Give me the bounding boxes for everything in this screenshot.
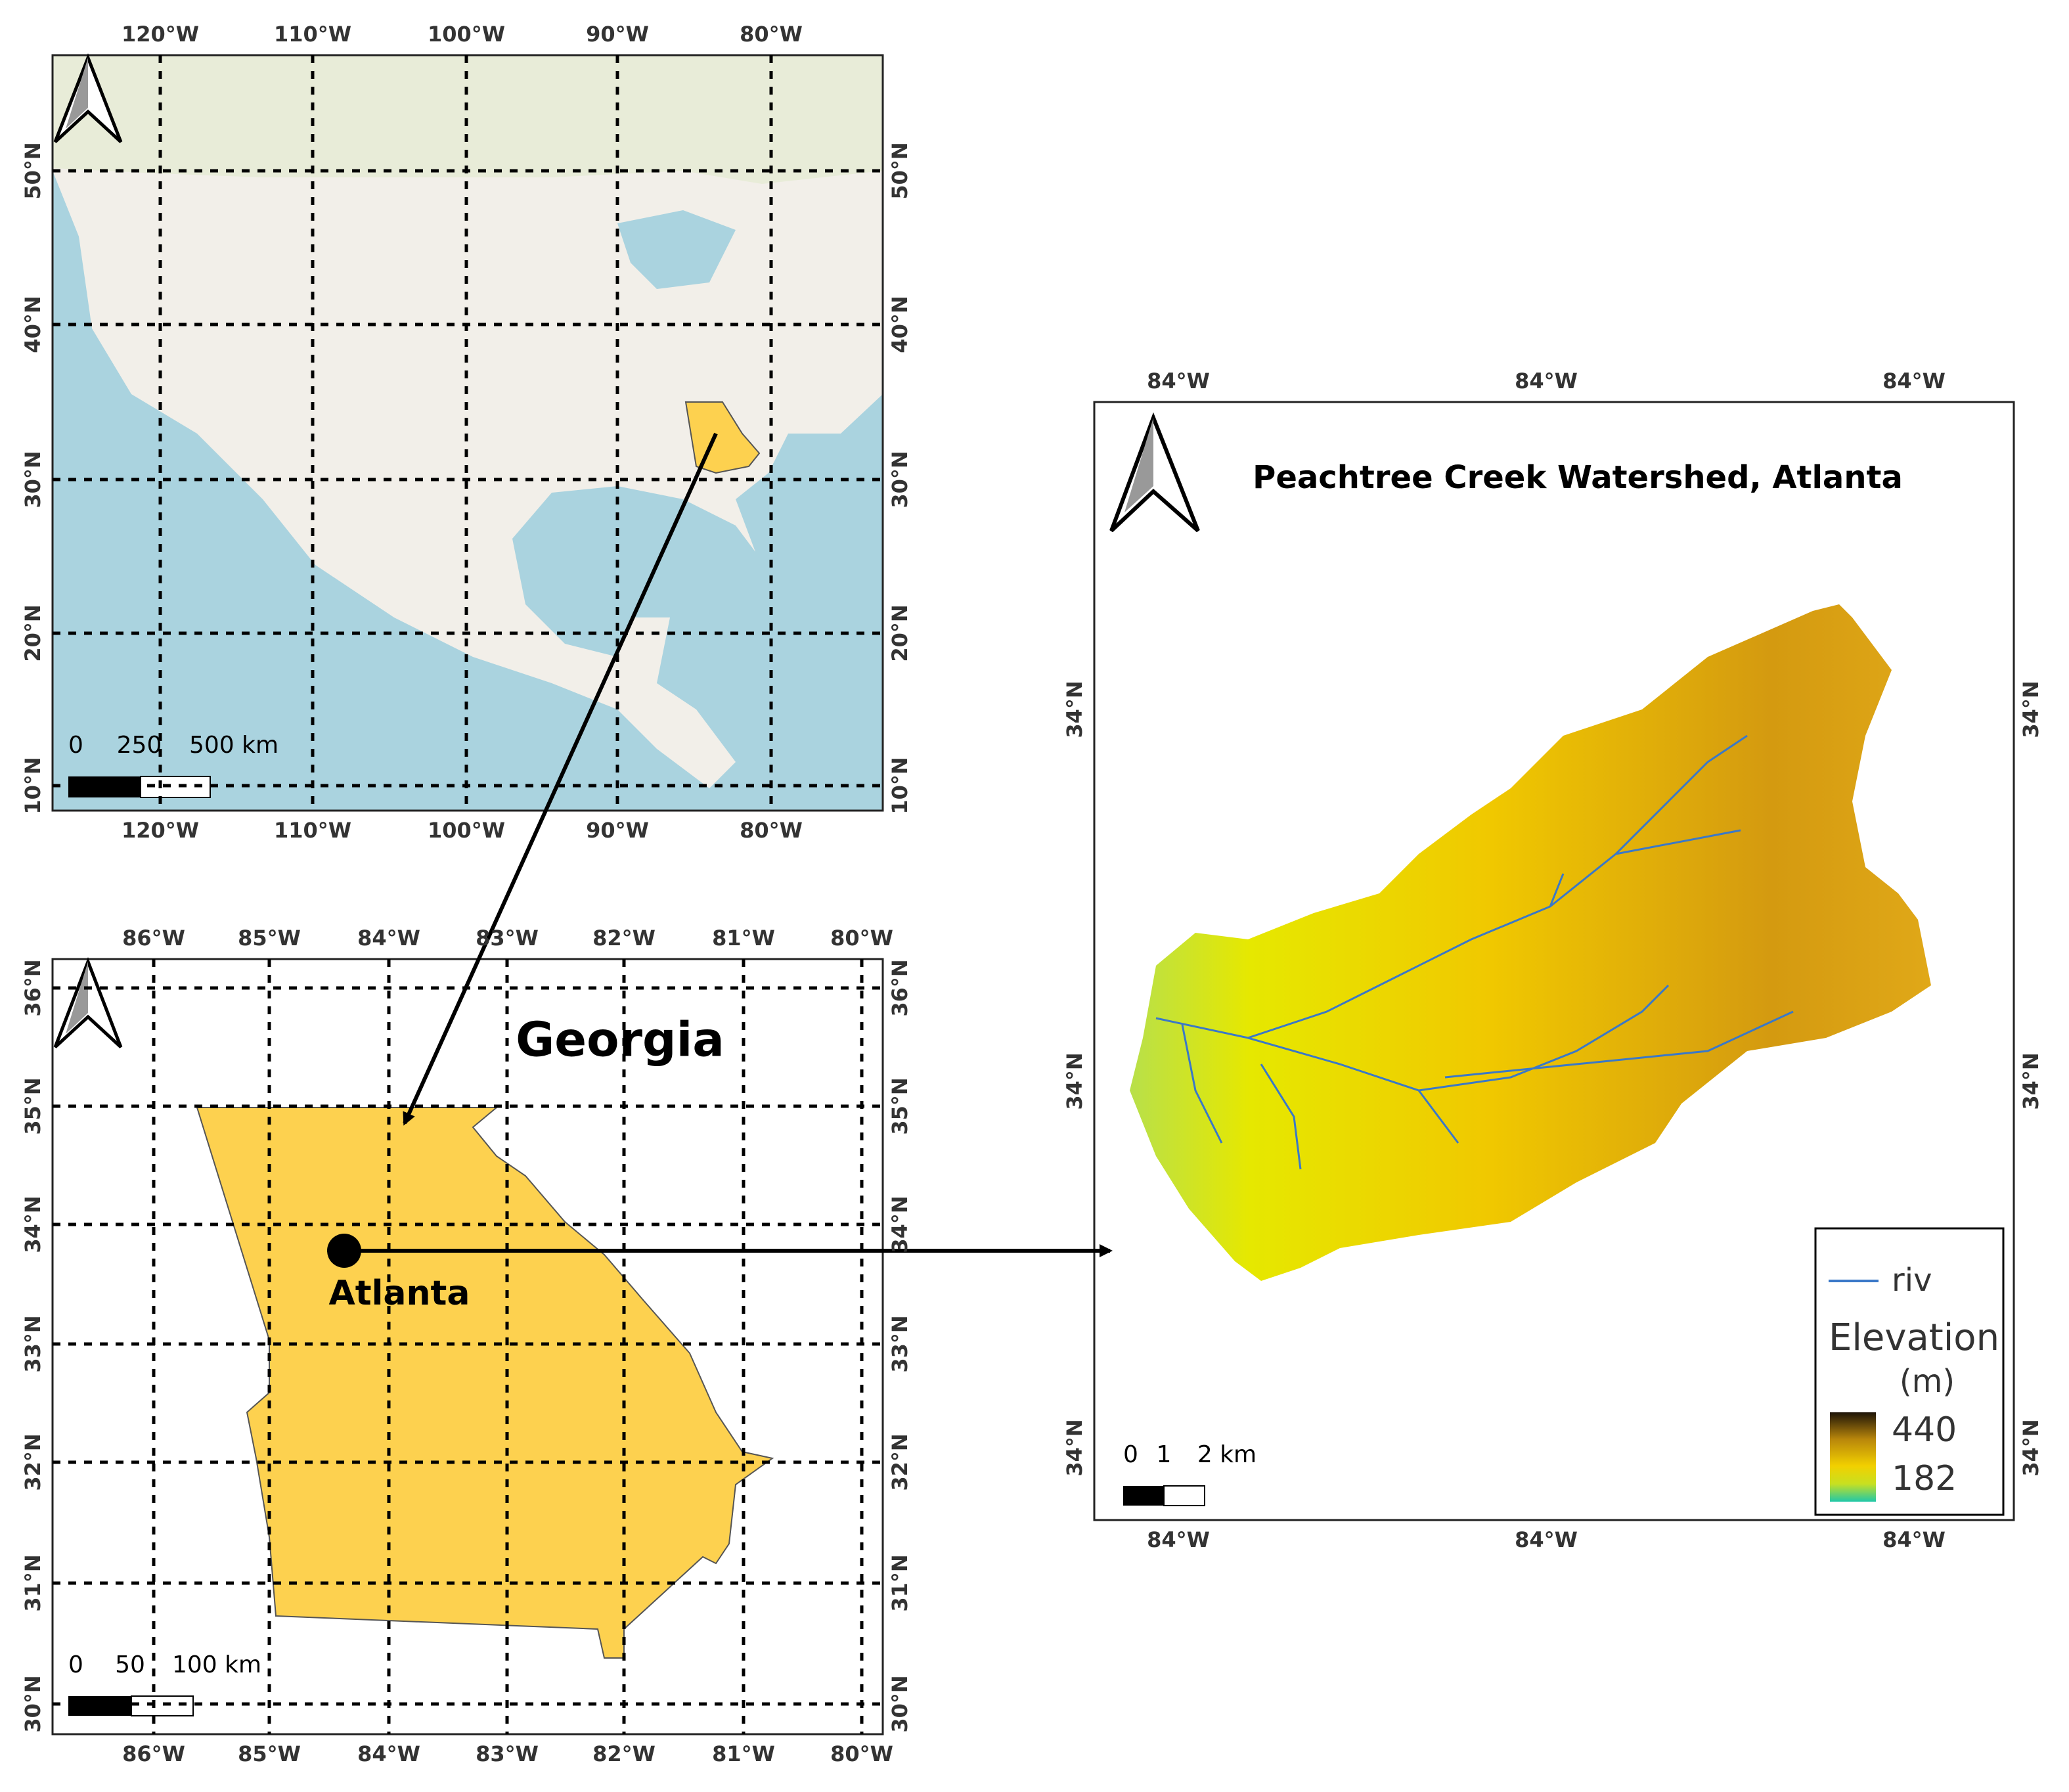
lon-label: 80°W: [830, 1741, 893, 1766]
watershed: [1130, 604, 1931, 1281]
lon-label: 86°W: [122, 926, 185, 951]
lat-label: 34°N: [1062, 1419, 1087, 1476]
frame: [51, 958, 884, 1736]
lat-label: 50°N: [887, 142, 912, 199]
lon-label: 85°W: [238, 1741, 301, 1766]
frame: [1093, 401, 2015, 1521]
legend-title: Elevation: [1829, 1316, 1999, 1359]
lon-label: 84°W: [1147, 369, 1210, 393]
scale-label: 0: [68, 732, 83, 759]
lat-label: 30°N: [20, 451, 45, 508]
map-title: Georgia: [516, 1012, 724, 1067]
scale-label: 1: [1157, 1441, 1172, 1468]
lon-label: 85°W: [238, 926, 301, 951]
lon-label: 83°W: [476, 926, 539, 951]
lat-label: 50°N: [20, 142, 45, 199]
lon-label: 82°W: [592, 926, 656, 951]
river: [1417, 1090, 1459, 1144]
lon-label: 86°W: [122, 1741, 185, 1766]
scale-bar: [68, 1695, 194, 1716]
scale-label: 0: [68, 1651, 83, 1678]
lon-label: 80°W: [830, 926, 893, 951]
north-arrow: [53, 957, 123, 1048]
lon-label: 84°W: [1147, 1527, 1210, 1552]
lat-label: 36°N: [887, 959, 912, 1016]
scale-label: 250: [117, 732, 162, 759]
lat-label: 34°N: [1062, 681, 1087, 738]
lon-label: 110°W: [274, 22, 351, 47]
river: [1549, 873, 1565, 907]
lakes: [617, 210, 736, 289]
city-label: Atlanta: [329, 1274, 470, 1313]
lon-label: 100°W: [428, 22, 505, 47]
lat-label: 40°N: [20, 296, 45, 353]
lat-label: 34°N: [887, 1196, 912, 1253]
lat-label: 20°N: [887, 604, 912, 661]
lat-label: 10°N: [887, 757, 912, 814]
map-title: Peachtree Creek Watershed, Atlanta: [1253, 459, 1903, 496]
lat-label: 31°N: [20, 1554, 45, 1611]
lat-label: 33°N: [20, 1315, 45, 1372]
lon-label: 81°W: [712, 1741, 775, 1766]
lat-label: 30°N: [887, 1675, 912, 1732]
lon-label: 100°W: [428, 818, 505, 843]
lon-label: 80°W: [740, 818, 803, 843]
lat-label: 31°N: [887, 1554, 912, 1611]
legend-label: riv: [1892, 1262, 1932, 1299]
river: [1615, 829, 1741, 855]
scale-bar: [1123, 1485, 1205, 1506]
lon-label: 110°W: [274, 818, 351, 843]
legend-min: 182: [1892, 1459, 1957, 1498]
river: [1260, 1064, 1302, 1170]
legend-max: 440: [1892, 1410, 1957, 1450]
lat-label: 33°N: [887, 1315, 912, 1372]
lat-label: 20°N: [20, 604, 45, 661]
lat-label: 32°N: [887, 1433, 912, 1490]
rivers: [1155, 734, 1794, 1170]
lon-label: 120°W: [122, 818, 199, 843]
lon-label: 120°W: [122, 22, 199, 47]
scale-label: 0: [1123, 1441, 1138, 1468]
lat-label: 32°N: [20, 1433, 45, 1490]
lon-label: 81°W: [712, 926, 775, 951]
lat-label: 34°N: [2018, 1419, 2043, 1476]
lon-label: 90°W: [586, 22, 649, 47]
north-arrow: [1109, 412, 1200, 533]
lat-label: 35°N: [20, 1077, 45, 1134]
lon-label: 84°W: [357, 1741, 420, 1766]
scale-label: 2 km: [1197, 1441, 1257, 1468]
lon-label: 84°W: [1882, 1527, 1946, 1552]
lon-label: 84°W: [357, 926, 420, 951]
lat-label: 10°N: [20, 757, 45, 814]
lat-label: 34°N: [20, 1196, 45, 1253]
north-arrow: [53, 53, 123, 143]
lat-label: 30°N: [20, 1675, 45, 1732]
lat-label: 35°N: [887, 1077, 912, 1134]
legend-title: (m): [1900, 1363, 1955, 1400]
river: [1155, 734, 1748, 1039]
lon-label: 80°W: [740, 22, 803, 47]
lat-label: 34°N: [2018, 1052, 2043, 1109]
lat-label: 40°N: [887, 296, 912, 353]
river: [1247, 984, 1670, 1092]
lat-label: 34°N: [1062, 1052, 1087, 1109]
lon-label: 84°W: [1882, 369, 1946, 393]
river: [1444, 1010, 1794, 1079]
scale-label: 500 km: [189, 732, 278, 759]
scale-label: 100 km: [172, 1651, 261, 1678]
georgia-shape: [196, 1107, 774, 1659]
lat-label: 30°N: [887, 451, 912, 508]
lat-label: 34°N: [2018, 681, 2043, 738]
river: [1181, 1024, 1223, 1144]
legend-ramp: [1830, 1412, 1876, 1502]
lon-label: 84°W: [1515, 1527, 1578, 1552]
lon-label: 90°W: [586, 818, 649, 843]
lon-label: 84°W: [1515, 369, 1578, 393]
scale-label: 50: [115, 1651, 145, 1678]
lat-label: 36°N: [20, 959, 45, 1016]
lon-label: 82°W: [592, 1741, 656, 1766]
lon-label: 83°W: [476, 1741, 539, 1766]
arrow: [403, 432, 718, 1126]
